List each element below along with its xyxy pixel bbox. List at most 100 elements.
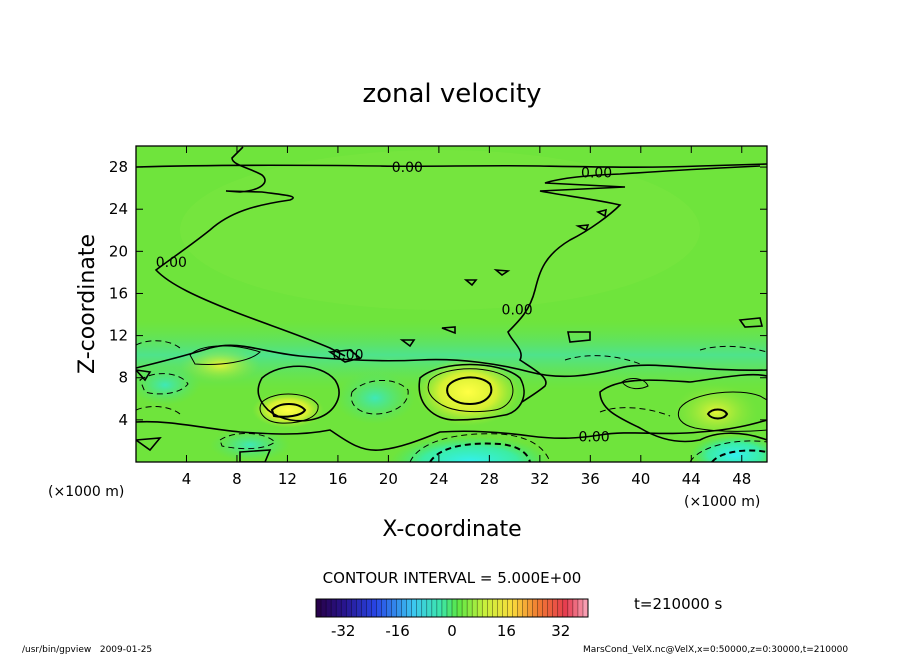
contour-label: 0.00 (579, 430, 610, 446)
y-axis-label: Z-coordinate (75, 234, 100, 374)
pos-contour-mid (189, 345, 261, 365)
pos-contour-right-inner (706, 408, 729, 420)
colorbar-cell (316, 599, 322, 617)
y-tick-label: 16 (109, 284, 128, 302)
zero-contour-center-lobe (418, 363, 525, 421)
colorbar-cell (532, 599, 539, 617)
contour-label: 0.00 (502, 302, 533, 318)
colorbar-cell (396, 599, 403, 617)
x-axis-label: X-coordinate (382, 517, 521, 542)
pos-contour-center-inner (446, 376, 493, 406)
colorbar-cell (582, 599, 589, 617)
neg-contour-bl (219, 433, 276, 450)
colorbar-cell (502, 599, 508, 617)
shade-pos-left (252, 392, 324, 428)
x-tick-label: 12 (278, 470, 297, 488)
colorbar-tick-label: -32 (331, 622, 356, 640)
y-axis: 4 8 12 16 20 24 28 (109, 158, 767, 429)
x-axis: 4 8 12 16 20 24 28 32 36 40 44 48 (182, 146, 751, 488)
x-tick-label: 16 (328, 470, 347, 488)
pos-contour-right-outer (677, 391, 767, 432)
colorbar-cell (497, 599, 503, 617)
colorbar-cell (577, 599, 584, 617)
x-tick-label: 40 (631, 470, 650, 488)
colorbar-cell (371, 599, 377, 617)
colorbar-cell (552, 599, 559, 617)
y-tick-label: 8 (118, 369, 128, 387)
y-tick-label: 4 (118, 411, 128, 429)
colorbar-cell (507, 599, 513, 617)
x-tick-label: 4 (182, 470, 192, 488)
colorbar-cell (487, 599, 493, 617)
colorbar-cell (537, 599, 544, 617)
colorbar-cell (331, 599, 337, 617)
pos-contour-left-outer (259, 393, 319, 424)
colorbar-tick-label: 16 (497, 622, 516, 640)
pos-contour-small (621, 378, 649, 390)
x-tick-label: 20 (379, 470, 398, 488)
colorbar-cell (557, 599, 564, 617)
colorbar-cell (411, 599, 418, 617)
neg-contour-farleft (139, 373, 189, 395)
colorbar-cell (446, 599, 453, 617)
colorbar-cells (316, 599, 589, 617)
positive-contours (189, 345, 767, 432)
colorbar-tick-label: -16 (385, 622, 410, 640)
x-tick-label: 32 (530, 470, 549, 488)
negative-contours (136, 340, 767, 462)
colorbar-cell (492, 599, 498, 617)
colorbar-cell (421, 599, 428, 617)
neg-contour-band (136, 340, 767, 417)
colorbar-cell (467, 599, 473, 617)
colorbar-cell (542, 599, 549, 617)
neg-contour-br (689, 440, 767, 462)
colorbar-cell (462, 599, 468, 617)
colorbar-cell (436, 599, 443, 617)
colorbar-cell (386, 599, 392, 617)
time-label: t=210000 s (634, 595, 722, 613)
chart-title: zonal velocity (362, 79, 541, 109)
x-tick-label: 44 (682, 470, 701, 488)
y-tick-label: 24 (109, 200, 128, 218)
colorbar-cell (366, 599, 372, 617)
colorbar-cell (391, 599, 397, 617)
y-tick-label: 12 (109, 327, 128, 345)
colorbar-cell (527, 599, 533, 617)
colorbar-cell (572, 599, 579, 617)
colorbar-cell (381, 599, 387, 617)
y-tick-label: 28 (109, 158, 128, 176)
x-unit-right: (×1000 m) (684, 494, 760, 510)
footer-right: MarsCond_VelX.nc@VelX,x=0:50000,z=0:3000… (583, 645, 848, 654)
pos-contour-left-inner (270, 403, 307, 418)
colorbar-cell (517, 599, 523, 617)
footer-left: /usr/bin/gpview 2009-01-25 (22, 645, 152, 654)
contour-interval: CONTOUR INTERVAL = 5.000E+00 (323, 569, 582, 587)
colorbar-cell (416, 599, 423, 617)
colorbar-cell (406, 599, 413, 617)
shade-neg-bl (210, 429, 290, 461)
shade-pos-mid (180, 347, 260, 383)
x-tick-label: 48 (732, 470, 751, 488)
shade-neg-left (335, 372, 415, 424)
shade-pos-center (416, 358, 520, 426)
contour-labels: 0.00 0.00 0.00 0.00 0.00 0.00 (156, 160, 612, 446)
contour-label: 0.00 (392, 160, 423, 176)
x-tick-label: 36 (581, 470, 600, 488)
plot-frame (135, 145, 768, 463)
colorbar: -32 -16 0 16 32 (315, 598, 589, 640)
colorbar-cell (482, 599, 488, 617)
colorbar-cell (547, 599, 554, 617)
colorbar-cell (346, 599, 352, 617)
neg-contour-br-inner (711, 449, 767, 462)
y-tick-label: 20 (109, 242, 128, 260)
colorbar-cell (426, 599, 433, 617)
colorbar-cell (457, 599, 463, 617)
pos-contour-center-outer (427, 368, 514, 413)
shade-neg-bottom (390, 436, 550, 462)
colorbar-frame (315, 598, 589, 618)
colorbar-ticks: -32 -16 0 16 32 (331, 622, 570, 640)
colorbar-cell (336, 599, 342, 617)
zero-contour-left (154, 146, 346, 357)
x-unit-left: (×1000 m) (48, 484, 124, 500)
